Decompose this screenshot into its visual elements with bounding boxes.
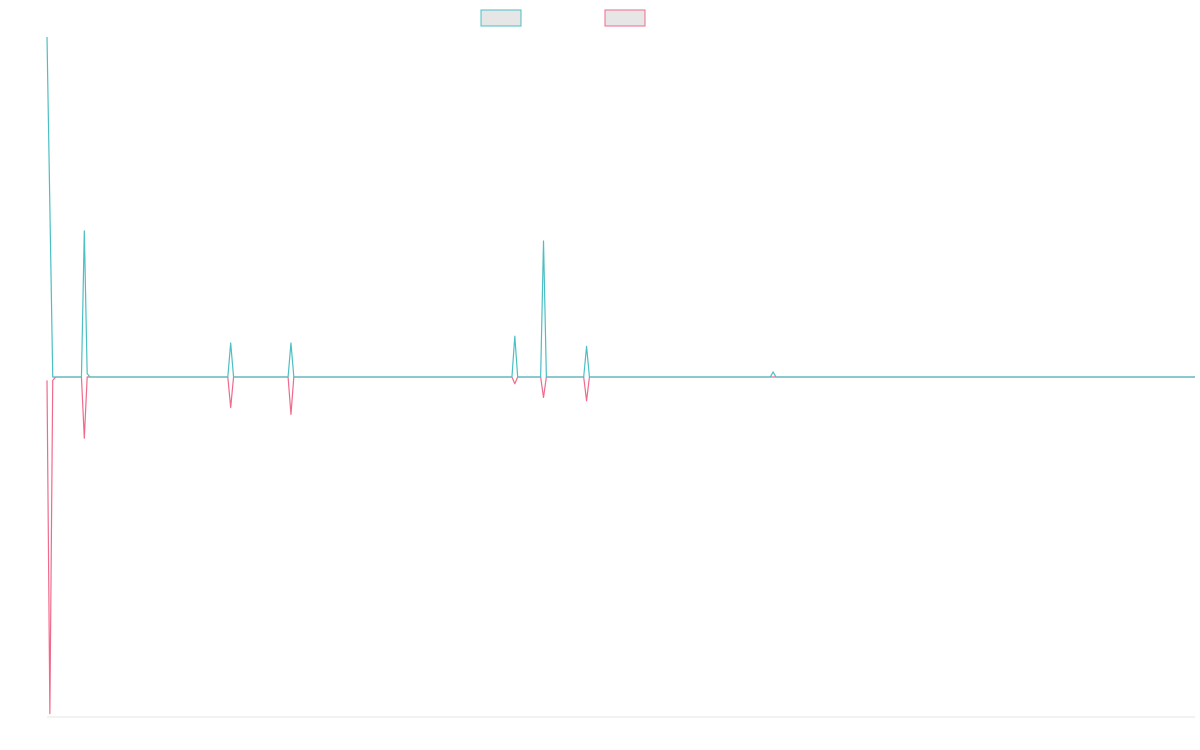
- legend[interactable]: [480, 9, 646, 27]
- legend-swatch-series-2[interactable]: [604, 9, 646, 27]
- legend-swatch-series-1[interactable]: [480, 9, 522, 27]
- series-line-2[interactable]: [46, 376, 1195, 715]
- series-line-1[interactable]: [46, 36, 1195, 378]
- plot-area: [46, 36, 1195, 715]
